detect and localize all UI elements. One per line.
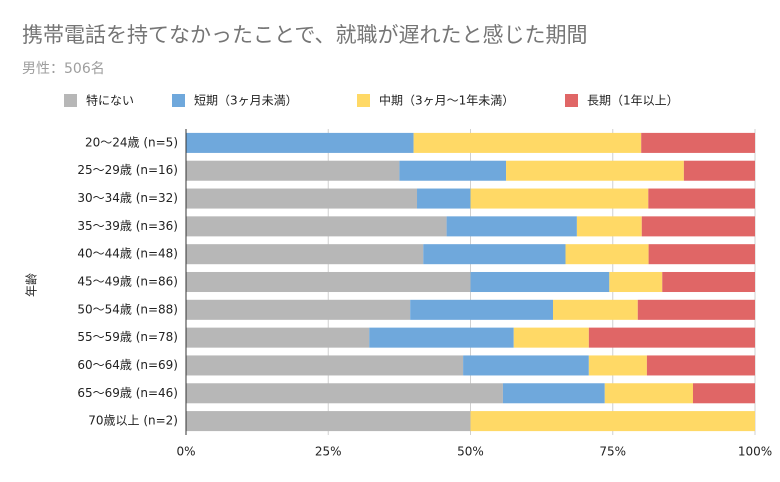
bar-segment [186, 160, 400, 181]
bar-segment [506, 160, 684, 181]
bar-segment [648, 188, 755, 209]
legend-label: 短期（3ヶ月未満） [194, 94, 298, 108]
bar-segment [565, 244, 649, 265]
bar-segment [369, 327, 514, 348]
y-axis-label: 年齢 [24, 273, 39, 297]
bar-segment [410, 299, 554, 320]
y-tick-label: 25〜29歳 (n=16) [77, 163, 178, 177]
bar-segment [470, 188, 649, 209]
y-tick-label: 65〜69歳 (n=46) [77, 386, 178, 400]
bar-segment [186, 383, 503, 404]
bar-segment [576, 216, 642, 237]
bar-segment [662, 271, 755, 293]
y-tick-label: 70歳以上 (n=2) [88, 414, 178, 428]
bar-segment [470, 411, 755, 432]
y-tick-label: 60〜64歳 (n=69) [77, 358, 178, 372]
bar-segment [186, 271, 471, 293]
bar-segment [588, 355, 647, 376]
chart-subtitle: 男性：506名 [22, 61, 105, 77]
bar-segment [683, 160, 755, 181]
legend-swatch [172, 94, 185, 107]
bar-segment [641, 216, 755, 237]
bar-segment [648, 244, 755, 265]
y-tick-label: 55〜59歳 (n=78) [77, 330, 178, 344]
bar-segment [641, 132, 755, 153]
bar-segment [463, 355, 589, 376]
y-tick-label: 35〜39歳 (n=36) [77, 219, 178, 233]
bar-segment [413, 132, 642, 153]
y-tick-label: 45〜49歳 (n=86) [77, 275, 178, 289]
legend-swatch [64, 94, 77, 107]
bar-segment [186, 327, 370, 348]
bar-segment [502, 383, 605, 404]
legend-label: 中期（3ヶ月〜1年未満） [379, 93, 514, 108]
legend-swatch [565, 94, 578, 107]
x-tick-label: 75% [599, 445, 626, 459]
bar-segment [186, 299, 411, 320]
bar-segment [646, 355, 755, 376]
bar-segment [186, 355, 464, 376]
bar-segment [186, 132, 414, 153]
legend-label: 長期（1年以上） [587, 94, 679, 108]
bar-segment [692, 383, 755, 404]
bar-segment [553, 299, 638, 320]
bar-segment [423, 244, 566, 265]
bar-segment [186, 188, 418, 209]
x-tick-label: 50% [457, 445, 484, 459]
bar-segment [470, 271, 610, 293]
bar-segment [186, 244, 424, 265]
x-tick-label: 25% [315, 445, 342, 459]
x-tick-label: 0% [176, 445, 195, 459]
bar-segment [609, 271, 663, 293]
bar-segment [637, 299, 755, 320]
y-tick-label: 40〜44歳 (n=48) [77, 247, 178, 261]
legend-label: 特にない [86, 93, 134, 108]
chart-title: 携帯電話を持てなかったことで、就職が遅れたと感じた期間 [22, 23, 588, 47]
y-tick-label: 50〜54歳 (n=88) [77, 302, 178, 316]
bar-segment [588, 327, 755, 348]
x-tick-label: 100% [738, 445, 772, 459]
bar-segment [417, 188, 471, 209]
y-tick-label: 20〜24歳 (n=5) [85, 135, 178, 149]
bar-segment [604, 383, 693, 404]
legend-swatch [357, 94, 370, 107]
bar-segment [186, 216, 447, 237]
bar-segment [446, 216, 577, 237]
bar-segment [399, 160, 507, 181]
bar-segment [186, 411, 471, 432]
bar-segment [513, 327, 589, 348]
y-tick-label: 30〜34歳 (n=32) [77, 191, 178, 205]
